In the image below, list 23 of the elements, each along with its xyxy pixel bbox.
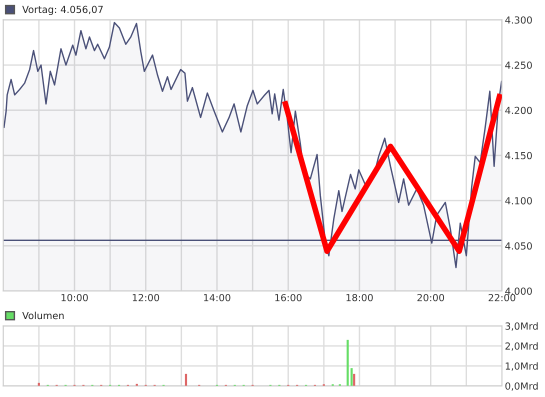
bar xyxy=(346,340,349,386)
y-tick-label: 2,0Mrd xyxy=(505,342,538,351)
x-tick-label: 22:00 xyxy=(488,294,516,302)
y-tick-label: 4.000 xyxy=(505,287,532,295)
bar xyxy=(184,374,188,386)
x-tick-label: 12:00 xyxy=(132,294,160,302)
x-tick-label: 10:00 xyxy=(62,294,88,302)
y-tick-label: 3,0Mrd xyxy=(505,322,538,331)
legend-label: Vortag: 4.056,07 xyxy=(22,6,103,15)
x-tick-label: 14:00 xyxy=(204,294,230,302)
x-tick-label: 20:00 xyxy=(417,294,444,302)
y-tick-label: 4.100 xyxy=(505,197,532,204)
y-tick-label: 4.250 xyxy=(505,62,532,69)
y-tick-label: 4.050 xyxy=(505,242,532,250)
x-tick-label: 16:00 xyxy=(275,294,302,302)
x-tick-label: 18:00 xyxy=(346,294,373,302)
bar xyxy=(353,374,356,386)
y-tick-label: 0,0Mrd xyxy=(505,382,538,391)
y-tick-label: 4.150 xyxy=(505,152,532,160)
y-tick-label: 4.200 xyxy=(505,106,532,114)
legend-label: Volumen xyxy=(22,312,64,320)
y-tick-label: 4.300 xyxy=(505,16,532,24)
y-tick-label: 1,0Mrd xyxy=(506,362,538,371)
